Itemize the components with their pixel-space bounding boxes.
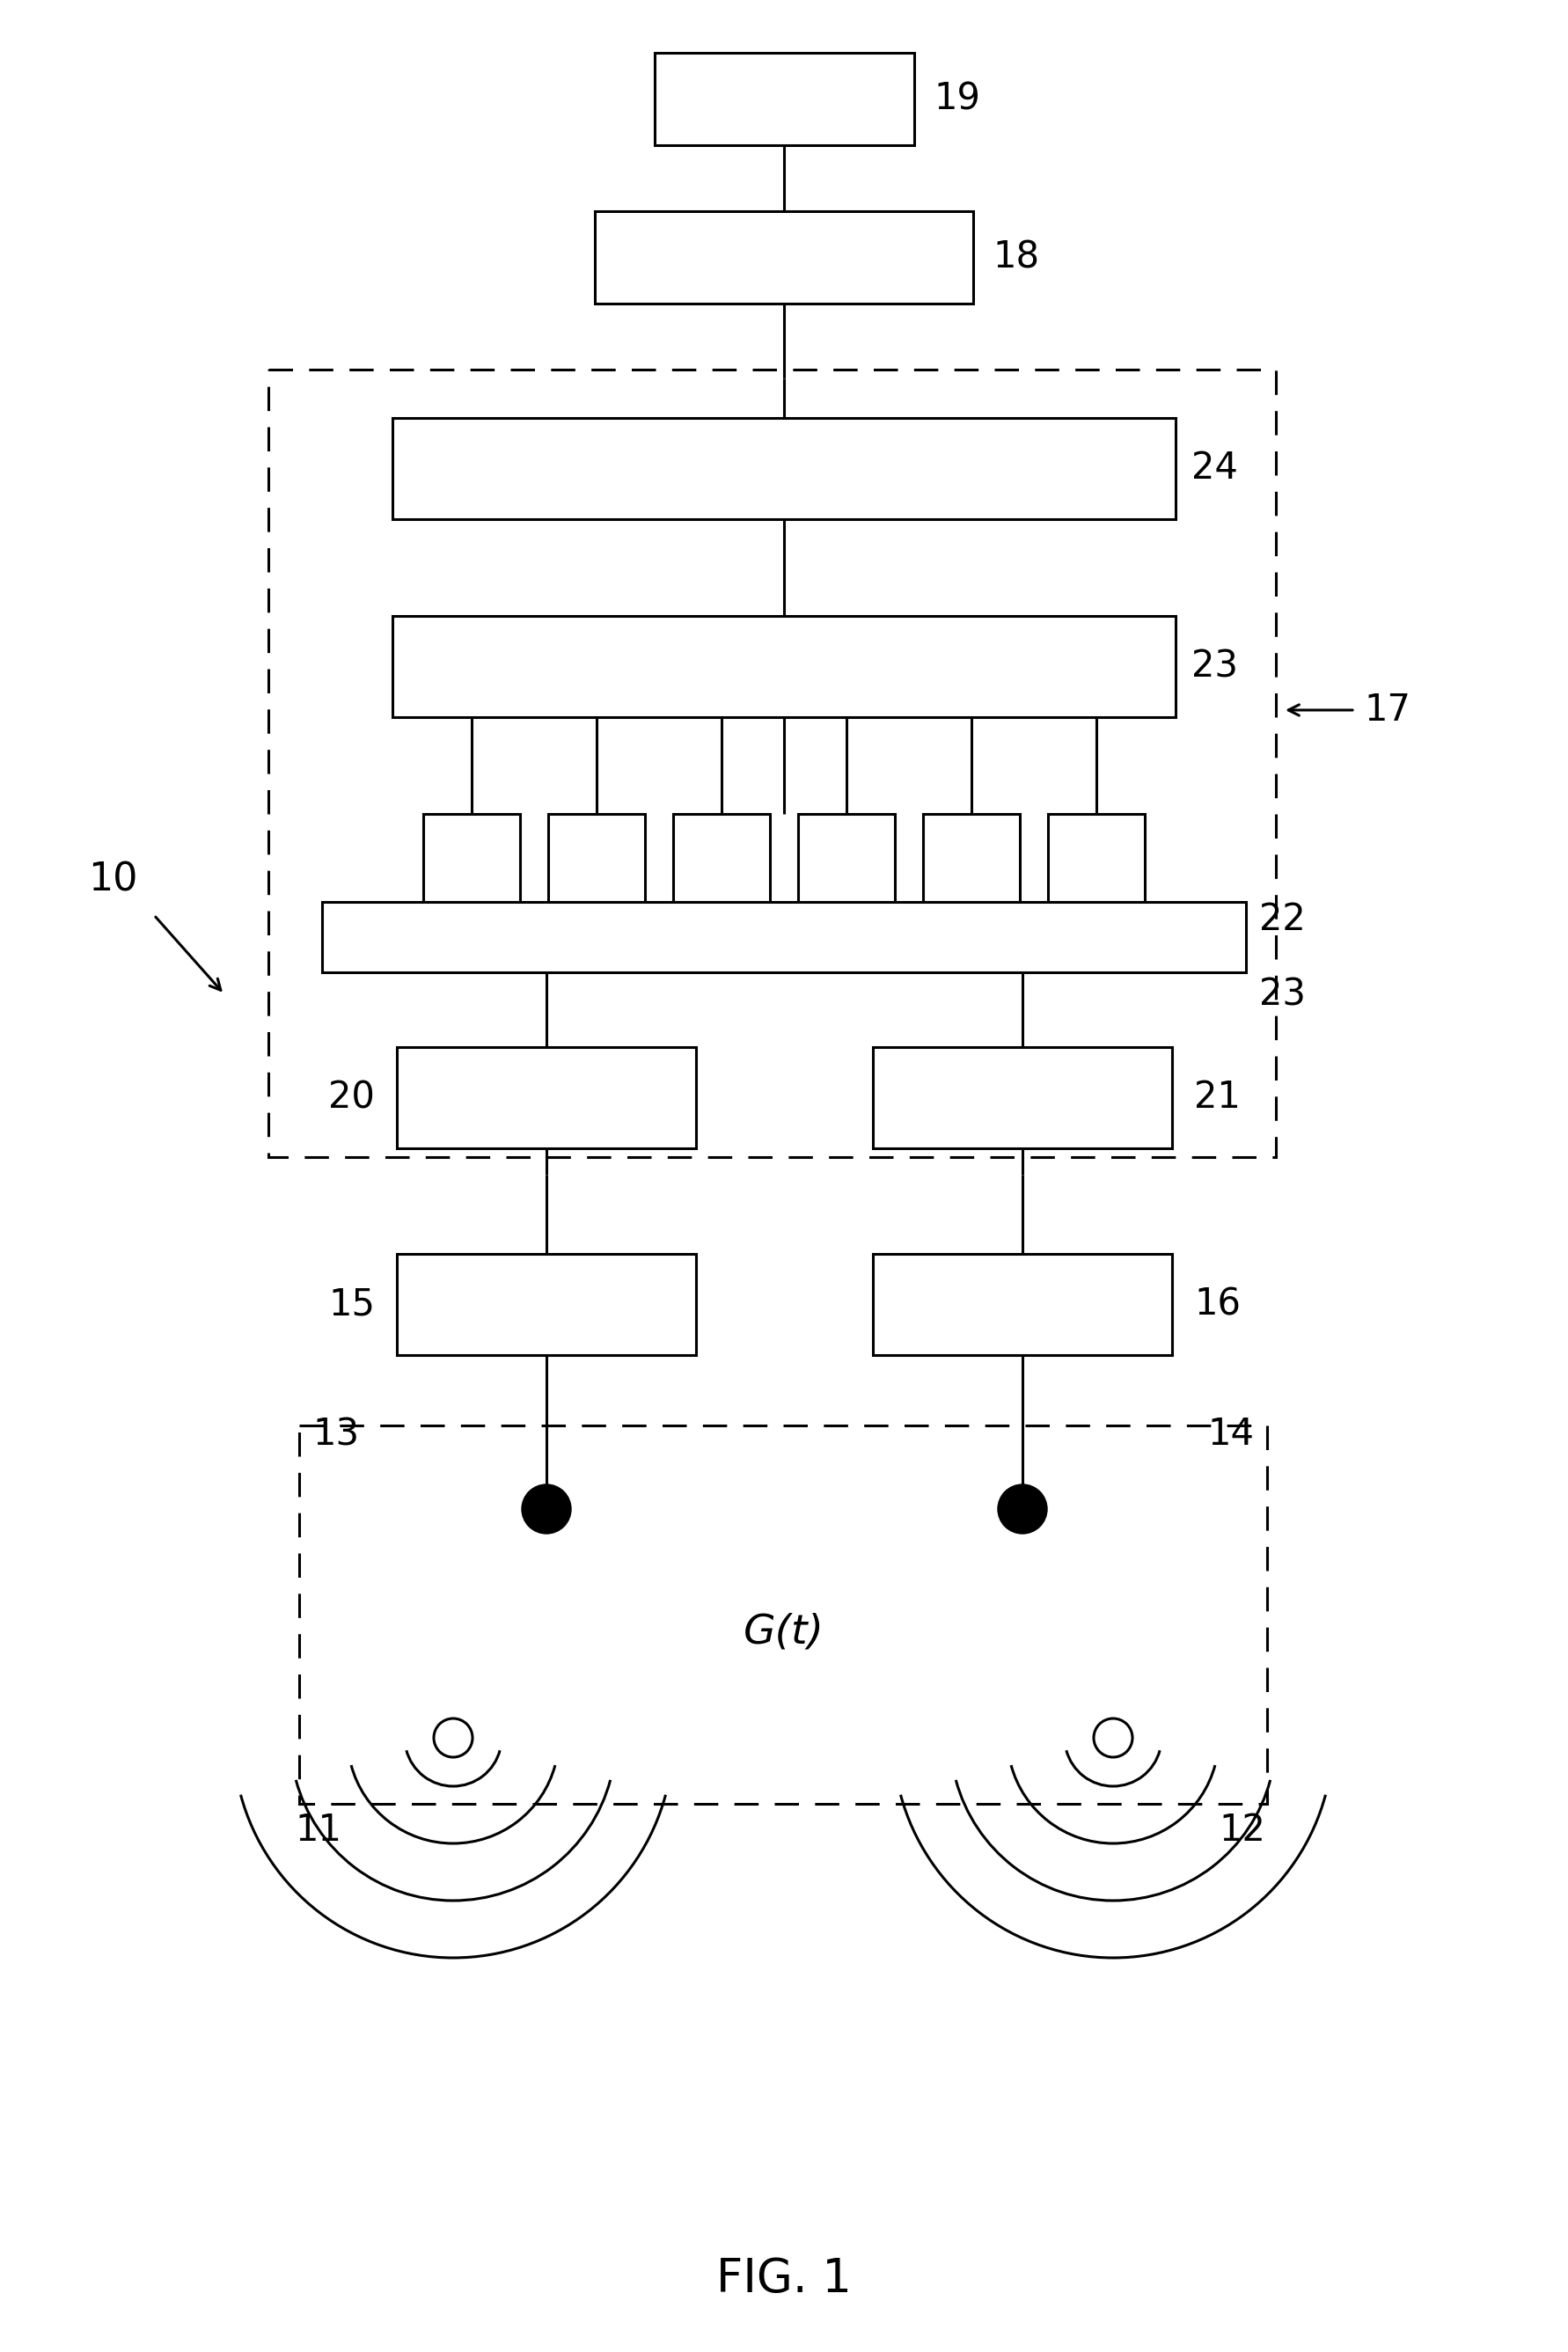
Text: 20: 20 [328,1080,375,1115]
Bar [392,616,1174,717]
Text: 12: 12 [1218,1811,1264,1849]
Bar [397,1047,696,1148]
Text: 22: 22 [1259,901,1305,938]
Text: 15: 15 [328,1287,375,1322]
Text: 17: 17 [1363,691,1410,729]
Bar [594,212,972,303]
Bar [268,369,1275,1157]
Bar [392,419,1174,520]
Bar [654,52,914,146]
Bar [922,814,1019,901]
Bar [299,1425,1267,1804]
Circle shape [997,1484,1046,1534]
Bar [547,814,644,901]
Bar [872,1047,1171,1148]
Text: G(t): G(t) [743,1613,823,1651]
Text: 10: 10 [88,861,138,898]
Bar [397,1254,696,1355]
Text: 16: 16 [1193,1287,1240,1322]
Text: 23: 23 [1259,976,1305,1014]
Text: 11: 11 [295,1811,342,1849]
Bar [798,814,894,901]
Bar [872,1254,1171,1355]
Bar [321,901,1245,971]
Text: 24: 24 [1190,449,1237,487]
Text: 18: 18 [993,238,1038,275]
Bar [1047,814,1145,901]
Bar [673,814,770,901]
Text: 21: 21 [1193,1080,1240,1115]
Text: 23: 23 [1190,647,1237,684]
Bar [423,814,519,901]
Circle shape [522,1484,571,1534]
Text: FIG. 1: FIG. 1 [717,2256,851,2303]
Text: 19: 19 [933,80,980,118]
Text: 13: 13 [312,1416,359,1454]
Text: 14: 14 [1206,1416,1253,1454]
